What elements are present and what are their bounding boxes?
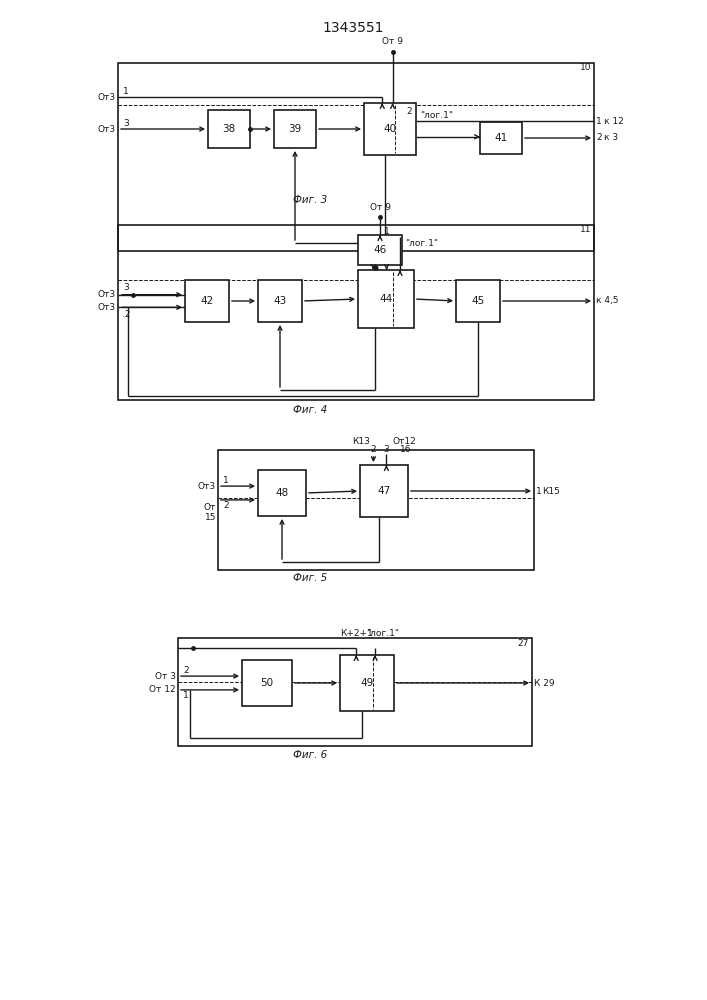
Text: 11: 11: [580, 226, 591, 234]
Text: "лог.1": "лог.1": [405, 239, 438, 248]
Text: От3: От3: [98, 124, 116, 133]
Text: К+2+1: К+2+1: [340, 629, 373, 638]
Bar: [208, 110, 250, 148]
Text: 1: 1: [183, 691, 189, 700]
Text: 3: 3: [123, 283, 129, 292]
Text: к 4,5: к 4,5: [596, 296, 619, 306]
Text: К13: К13: [353, 438, 370, 446]
Text: "лог.1": "лог.1": [367, 629, 399, 638]
Text: От3: От3: [98, 93, 116, 102]
Text: От3: От3: [98, 290, 116, 299]
Bar: [178, 638, 532, 746]
Bar: [258, 280, 302, 322]
Text: 50: 50: [260, 678, 274, 688]
Text: 1: 1: [384, 227, 390, 235]
Text: 39: 39: [288, 124, 302, 134]
Text: 2: 2: [407, 106, 412, 115]
Bar: [118, 63, 594, 251]
Text: 45: 45: [472, 296, 484, 306]
Text: 38: 38: [223, 124, 235, 134]
Text: К 29: К 29: [534, 678, 554, 688]
Bar: [258, 470, 306, 516]
Bar: [358, 270, 414, 328]
Text: 2: 2: [183, 666, 189, 675]
Text: 10: 10: [580, 64, 591, 73]
Text: 1343551: 1343551: [322, 21, 384, 35]
Text: к 3: к 3: [604, 133, 618, 142]
Text: От: От: [204, 503, 216, 512]
Bar: [358, 235, 402, 265]
Text: 3: 3: [123, 118, 129, 127]
Bar: [456, 280, 500, 322]
Text: к 12: к 12: [604, 117, 624, 126]
Bar: [242, 660, 292, 706]
Text: 41: 41: [494, 133, 508, 143]
Text: 43: 43: [274, 296, 286, 306]
Bar: [218, 450, 534, 570]
Bar: [274, 110, 316, 148]
Text: 15: 15: [204, 513, 216, 522]
Text: От 3: От 3: [155, 672, 176, 681]
Text: 48: 48: [275, 488, 288, 498]
Bar: [360, 465, 408, 517]
Bar: [118, 225, 594, 400]
Text: 16: 16: [400, 445, 411, 454]
Text: 47: 47: [378, 486, 391, 496]
Text: 27: 27: [518, 639, 529, 648]
Text: 1: 1: [536, 487, 542, 495]
Text: От 9: От 9: [370, 202, 390, 212]
Text: 1: 1: [123, 87, 129, 96]
Bar: [185, 280, 229, 322]
Bar: [340, 655, 394, 711]
Text: 40: 40: [383, 124, 397, 134]
Bar: [480, 122, 522, 154]
Text: Фиг. 6: Фиг. 6: [293, 750, 327, 760]
Text: От3: От3: [198, 482, 216, 491]
Text: 2: 2: [370, 445, 376, 454]
Text: От 9: От 9: [382, 37, 403, 46]
Text: К15: К15: [542, 487, 560, 495]
Text: От3: От3: [98, 303, 116, 312]
Text: 2: 2: [223, 501, 229, 510]
Text: 42: 42: [200, 296, 214, 306]
Text: 1: 1: [223, 476, 229, 485]
Text: 46: 46: [373, 245, 387, 255]
Text: .2: .2: [122, 310, 130, 319]
Text: От12: От12: [392, 438, 416, 446]
Text: Фиг. 3: Фиг. 3: [293, 195, 327, 205]
Text: Фиг. 5: Фиг. 5: [293, 573, 327, 583]
Text: 1: 1: [596, 117, 602, 126]
Bar: [364, 103, 416, 155]
Text: От 12: От 12: [149, 685, 176, 694]
Text: Фиг. 4: Фиг. 4: [293, 405, 327, 415]
Text: 44: 44: [380, 294, 392, 304]
Text: 3: 3: [383, 445, 390, 454]
Text: "лог.1": "лог.1": [420, 110, 453, 119]
Text: 2: 2: [596, 133, 602, 142]
Text: 49: 49: [361, 678, 373, 688]
